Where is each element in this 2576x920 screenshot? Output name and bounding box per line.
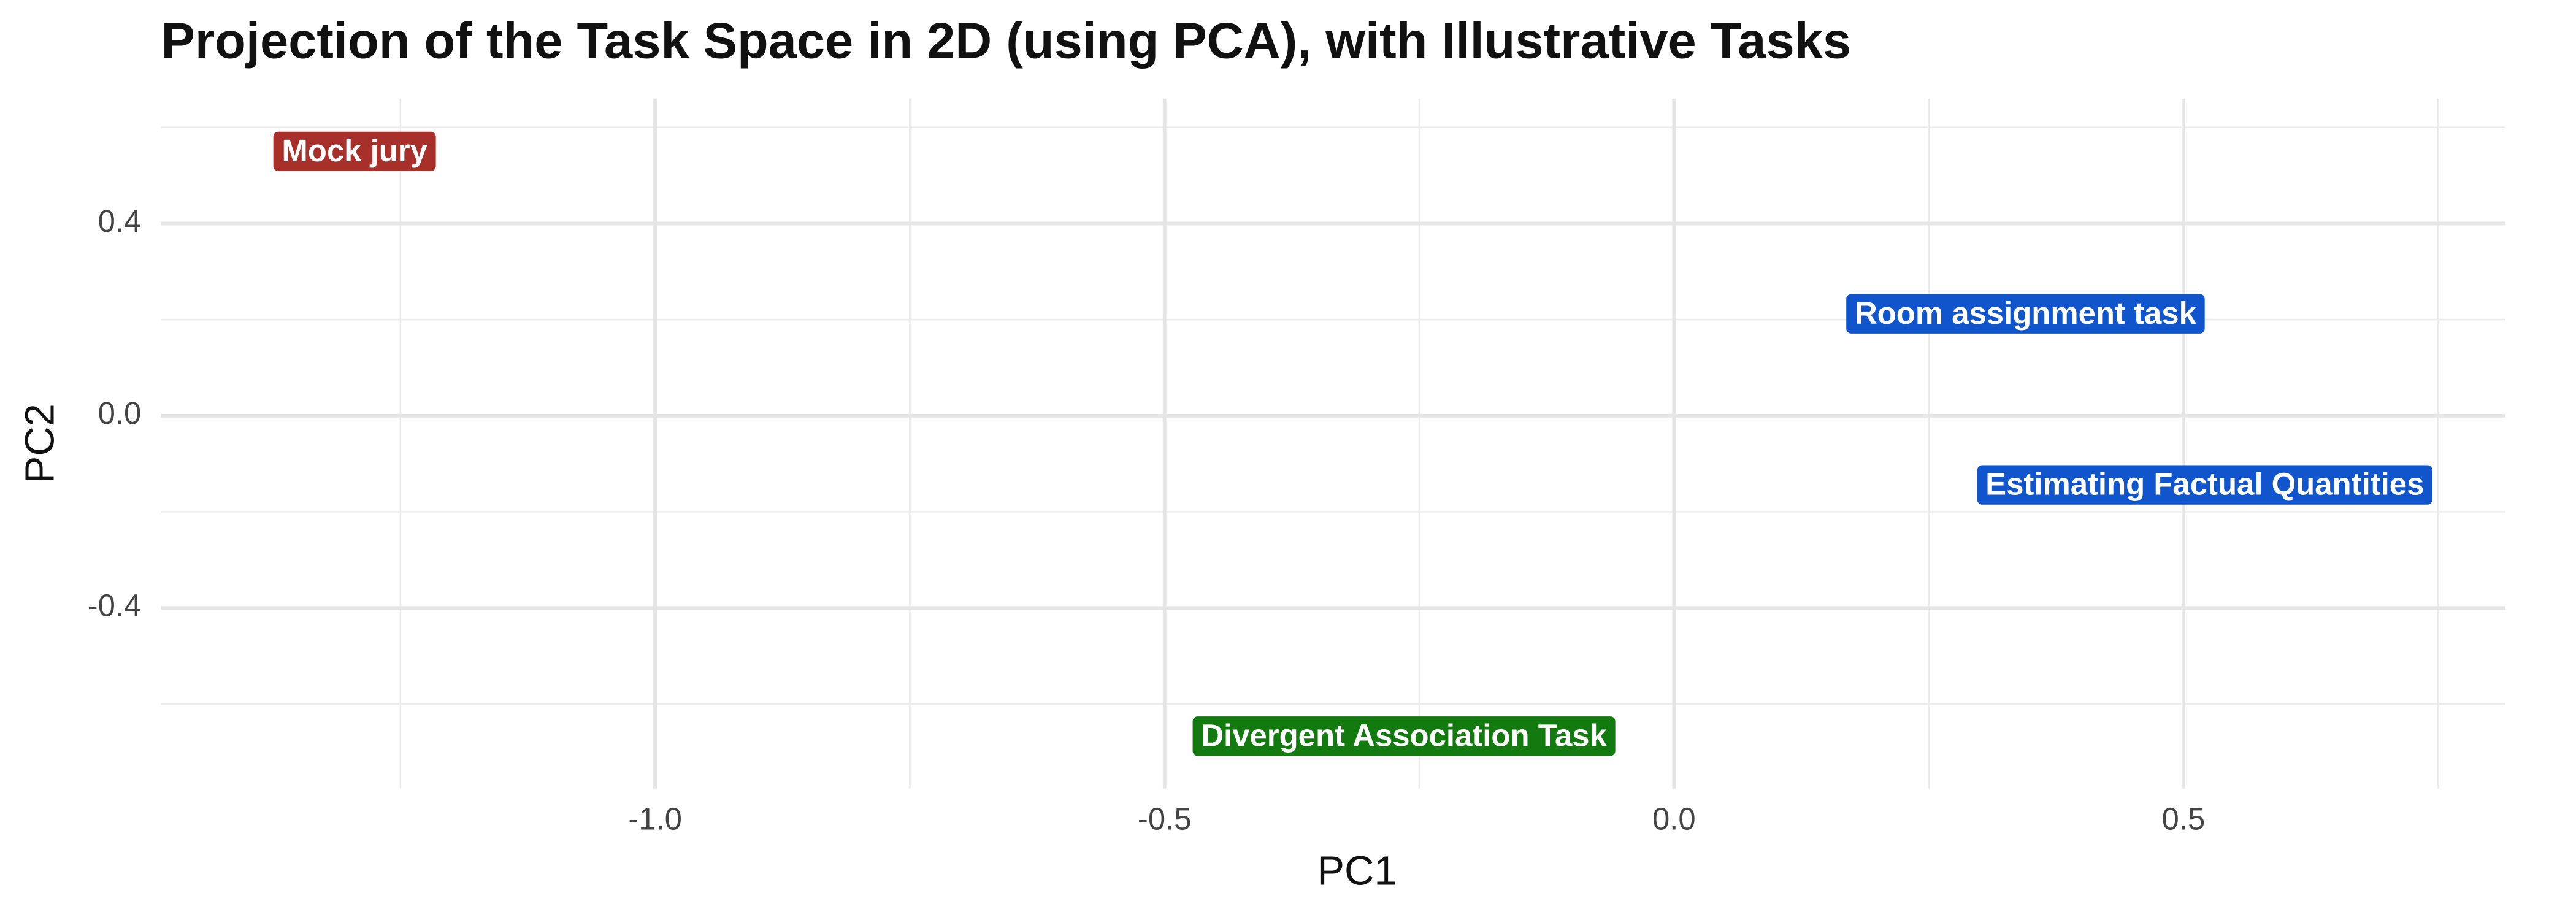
point-label: Estimating Factual Quantities <box>1985 467 2424 502</box>
x-tick-label: -0.5 <box>1138 802 1192 837</box>
x-tick-label: 0.5 <box>2162 802 2206 837</box>
chart-title: Projection of the Task Space in 2D (usin… <box>161 12 1852 69</box>
y-axis-label: PC2 <box>17 404 63 483</box>
x-tick-label: 0.0 <box>1652 802 1696 837</box>
point-label: Room assignment task <box>1855 296 2197 331</box>
point-label-box <box>1977 465 2432 505</box>
x-tick-label: -1.0 <box>628 802 682 837</box>
point-label-box <box>273 131 436 172</box>
x-axis-label: PC1 <box>1317 848 1397 894</box>
point-label: Divergent Association Task <box>1201 718 1607 753</box>
point-label: Mock jury <box>282 133 427 168</box>
point-label-box <box>1192 716 1616 756</box>
y-tick-label: -0.4 <box>88 588 142 623</box>
y-tick-label: 0.0 <box>98 396 142 431</box>
y-tick-label: 0.4 <box>98 204 142 239</box>
point-label-box <box>1846 294 2205 334</box>
